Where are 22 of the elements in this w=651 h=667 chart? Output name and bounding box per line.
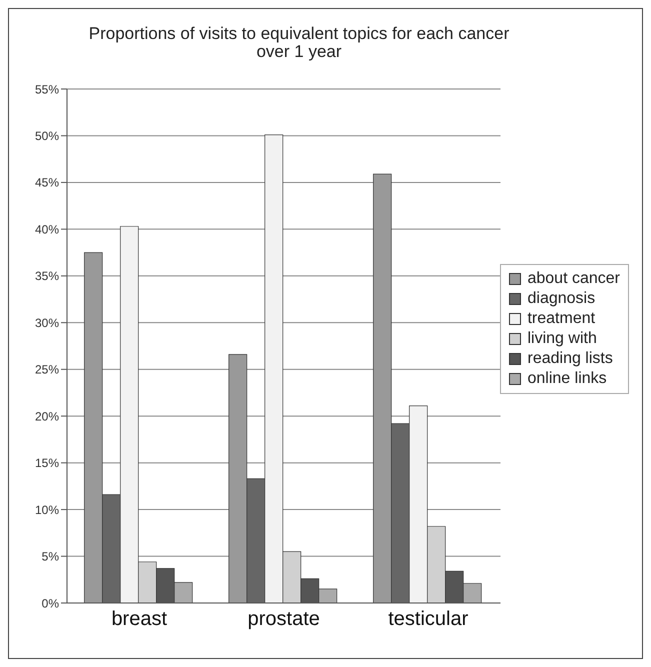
chart-title: Proportions of visits to equivalent topics for each cancer over 1 year	[88, 24, 510, 61]
legend-label: living with	[527, 329, 597, 349]
legend-label: reading lists	[527, 349, 613, 369]
y-tick-label: 35%	[34, 269, 60, 284]
y-tick-label: 30%	[34, 316, 60, 330]
legend-label: about cancer	[527, 269, 620, 289]
x-tick-label: prostate	[248, 608, 320, 630]
y-tick-label: 5%	[42, 550, 60, 564]
x-tick-label: breast	[111, 608, 168, 630]
y-tick-label: 10%	[34, 502, 60, 517]
y-tick-label: 25%	[34, 362, 60, 377]
y-tick-label: 15%	[34, 456, 60, 470]
y-tick-label: 45%	[34, 176, 60, 190]
legend-label: diagnosis	[527, 289, 596, 309]
y-tick-label: 0%	[42, 596, 60, 610]
x-tick-label: testicular	[388, 608, 469, 630]
y-tick-label: 20%	[34, 409, 60, 424]
y-tick-label: 40%	[34, 222, 60, 236]
y-tick-label: 55%	[34, 82, 60, 96]
y-tick-label: 50%	[34, 128, 60, 143]
legend-label: online links	[527, 369, 607, 389]
legend-label: treatment	[527, 309, 596, 329]
